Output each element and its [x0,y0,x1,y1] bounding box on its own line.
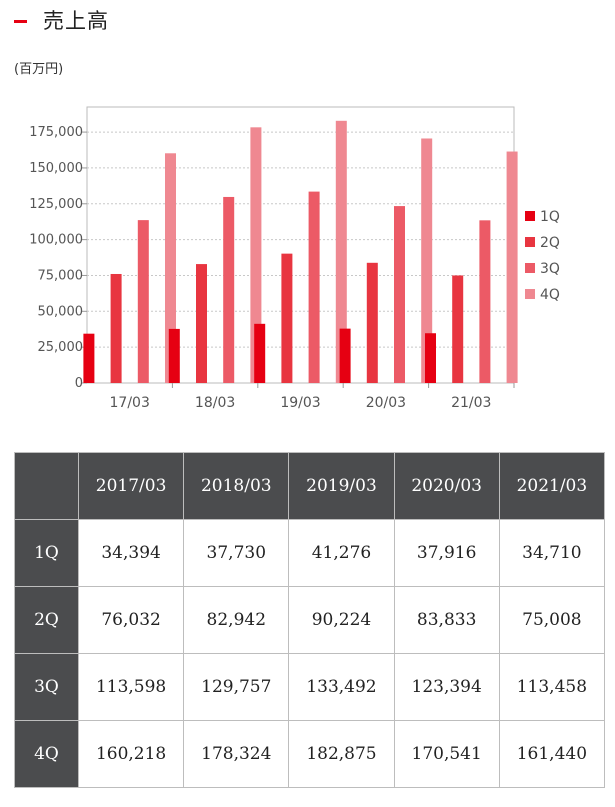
y-tick-label: 25,000 [38,340,84,355]
table-cell: 76,032 [77,586,185,654]
heading-dash-icon [14,19,27,23]
table-header-row: 2017/03 2018/03 2019/03 2020/03 2021/03 [14,452,606,520]
table-cell: 129,757 [183,653,290,721]
legend-swatch-3q [525,263,535,273]
bar-4q-19-03 [335,120,347,384]
legend-label: 3Q [540,261,560,277]
table-header-cell: 2021/03 [498,452,606,520]
table-cell: 160,218 [77,720,185,788]
table-cell: 182,875 [288,720,395,788]
table-cell: 161,440 [498,720,606,788]
x-tick-label: 21/03 [451,395,491,411]
bar-2q-18-03 [196,264,207,383]
plot-area [86,106,515,384]
bar-3q-20-03 [394,206,405,383]
y-tick-label: 75,000 [38,268,84,283]
legend-swatch-2q [525,237,535,247]
table-cell: 37,916 [393,519,500,587]
table-header-cell: 2019/03 [288,452,395,520]
bar-4q-20-03 [421,138,433,383]
table-cell: 178,324 [183,720,290,788]
page-title: 売上高 [43,9,109,33]
bar-1q-20-03 [339,328,351,383]
bar-1q-18-03 [168,328,180,383]
unit-label: (百万円) [14,62,64,77]
table-header-cell: 2017/03 [77,452,185,520]
bar-2q-20-03 [366,262,378,383]
sales-bar-chart: 0 25,000 50,000 75,000 100,000 125,000 150,000… [29,106,560,411]
bar-2q-21-03 [452,275,464,383]
y-tick-label: 100,000 [29,233,83,248]
legend-swatch-4q [525,289,535,299]
sales-table: 2017/03 2018/03 2019/03 2020/03 2021/03 … [14,452,606,788]
y-tick-label: 50,000 [38,304,84,319]
y-tick-label: 175,000 [29,125,83,140]
table-cell: 75,008 [498,586,606,654]
table-cell: 41,276 [288,519,395,587]
bar-4q-17-03 [165,153,176,383]
table-cell: 113,458 [498,653,606,721]
bar-1q-19-03 [254,323,266,383]
x-tick-label: 17/03 [110,395,150,411]
row-label-cell: 2Q [14,586,79,654]
table-cell: 34,394 [77,519,185,587]
x-tick-label: 19/03 [280,395,320,411]
legend-label: 1Q [540,209,560,225]
table-row: 1Q 34,394 37,730 41,276 37,916 34,710 [14,519,606,587]
y-tick-label: 150,000 [29,161,83,176]
section-heading: 売上高 [14,4,109,36]
table-cell: 82,942 [183,586,290,654]
bar-1q-17-03 [83,333,95,383]
bar-4q-18-03 [250,127,262,383]
x-tick-label: 18/03 [195,395,235,411]
table-cell: 170,541 [393,720,500,788]
table-cell: 133,492 [288,653,395,721]
bar-4q-21-03 [506,151,518,383]
row-label-cell: 3Q [14,653,79,721]
table-cell: 83,833 [393,586,500,654]
bar-3q-18-03 [223,196,235,383]
row-label-cell: 4Q [14,720,79,788]
bar-3q-19-03 [308,191,320,383]
bar-1q-21-03 [425,333,436,383]
legend-label: 4Q [540,287,560,303]
legend-label: 2Q [540,235,560,251]
bar-2q-19-03 [281,253,293,383]
bar-3q-17-03 [137,220,149,383]
table-row: 3Q 113,598 129,757 133,492 123,394 113,4… [14,653,606,721]
y-tick-label: 0 [75,376,83,391]
table-cell: 34,710 [498,519,606,587]
table-cell: 113,598 [77,653,185,721]
table-row: 4Q 160,218 178,324 182,875 170,541 161,4… [14,720,606,788]
table-header-cell: 2020/03 [393,452,500,520]
bar-3q-21-03 [479,220,491,383]
y-tick-label: 125,000 [29,197,83,212]
table-cell: 37,730 [183,519,290,587]
table-cell: 123,394 [393,653,500,721]
table-row: 2Q 76,032 82,942 90,224 83,833 75,008 [14,586,606,654]
row-label-cell: 1Q [14,519,79,587]
x-tick-label: 20/03 [366,395,406,411]
table-corner-cell [14,452,79,520]
table-cell: 90,224 [288,586,395,654]
bar-2q-17-03 [110,273,122,383]
table-header-cell: 2018/03 [183,452,290,520]
legend-swatch-1q [525,211,535,221]
